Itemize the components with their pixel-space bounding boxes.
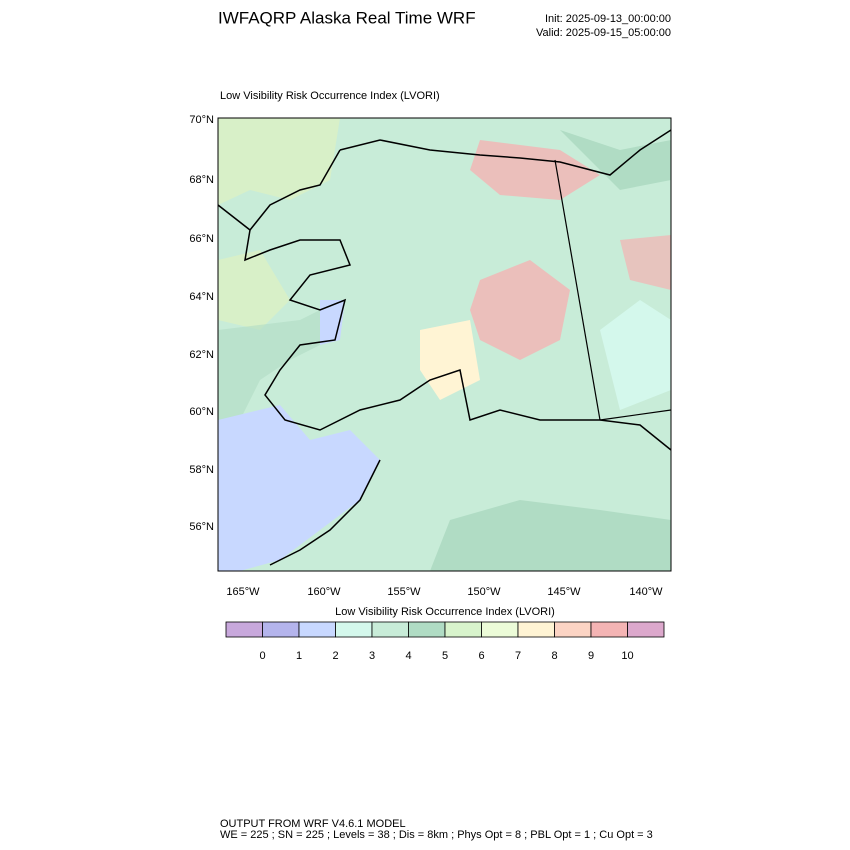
colorbar-label: 8 [551, 650, 557, 662]
colorbar-box [554, 621, 592, 638]
colorbar-label: 1 [296, 650, 302, 662]
title: IWFAQRP Alaska Real Time WRF [218, 8, 476, 27]
lon-labels: 165°W 160°W 155°W 150°W 145°W 140°W [226, 586, 663, 598]
colorbar-box [627, 621, 665, 638]
colorbar-box [408, 621, 446, 638]
colorbar-box [371, 621, 409, 638]
colorbar-label: 7 [515, 650, 521, 662]
lat-label: 62°N [189, 349, 214, 361]
colorbar: 0 1 2 3 4 5 6 7 8 9 10 [225, 621, 665, 662]
lat-labels: 70°N 68°N 66°N 64°N 62°N 60°N 58°N 56°N [189, 114, 214, 533]
colorbar-box [225, 621, 263, 638]
footer-line: WE = 225 ; SN = 225 ; Levels = 38 ; Dis … [220, 829, 653, 841]
colorbar-label: 6 [478, 650, 484, 662]
colorbar-box [335, 621, 373, 638]
init-time: Init: 2025-09-13_00:00:00 [545, 13, 671, 25]
colorbar-label: 5 [442, 650, 448, 662]
footer-line: OUTPUT FROM WRF V4.6.1 MODEL [220, 818, 406, 830]
lon-label: 160°W [307, 586, 341, 598]
colorbar-box [444, 621, 482, 638]
lat-label: 60°N [189, 406, 214, 418]
lat-label: 64°N [189, 291, 214, 303]
colorbar-box [298, 621, 336, 638]
colorbar-label: 0 [259, 650, 265, 662]
lon-label: 155°W [387, 586, 421, 598]
colorbar-label: 3 [369, 650, 375, 662]
colorbar-box [481, 621, 519, 638]
colorbar-label: 9 [588, 650, 594, 662]
lat-label: 70°N [189, 114, 214, 126]
colorbar-box [590, 621, 628, 638]
lon-label: 140°W [629, 586, 663, 598]
lat-label: 58°N [189, 464, 214, 476]
colorbar-label: 2 [332, 650, 338, 662]
lon-label: 145°W [547, 586, 581, 598]
lon-label: 150°W [467, 586, 501, 598]
valid-time: Valid: 2025-09-15_05:00:00 [536, 27, 671, 39]
colorbar-label: 10 [621, 650, 633, 662]
colorbar-box [517, 621, 555, 638]
colorbar-label: 4 [405, 650, 411, 662]
lat-label: 68°N [189, 174, 214, 186]
lat-label: 56°N [189, 521, 214, 533]
map [217, 117, 672, 572]
map-title: Low Visibility Risk Occurrence Index (LV… [220, 90, 440, 102]
lon-label: 165°W [226, 586, 260, 598]
lat-label: 66°N [189, 233, 214, 245]
colorbar-title: Low Visibility Risk Occurrence Index (LV… [335, 606, 555, 618]
colorbar-box [262, 621, 300, 638]
